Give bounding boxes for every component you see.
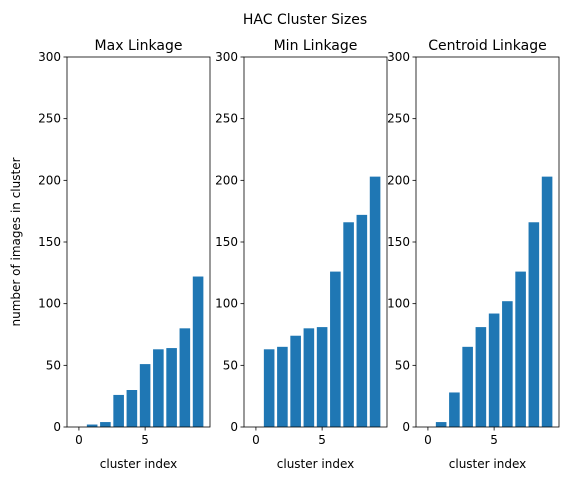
bar-2-1 bbox=[263, 349, 275, 427]
bar-2-3 bbox=[290, 335, 301, 427]
bar-3-1 bbox=[435, 422, 447, 427]
bar-1-9 bbox=[192, 276, 204, 427]
bar-2-8 bbox=[356, 214, 368, 427]
y-tick-label-3-0: 0 bbox=[402, 420, 410, 434]
y-tick-label-3-300: 300 bbox=[387, 50, 410, 64]
y-tick-label-3-200: 200 bbox=[387, 173, 410, 187]
y-tick-label-1-100: 100 bbox=[38, 297, 61, 311]
bar-1-2 bbox=[100, 422, 111, 427]
panel-3: 0 50 100 150 200 250 300 0 5 Centroid Linkage clus… bbox=[387, 38, 560, 471]
y-tick-label-3-50: 50 bbox=[395, 358, 410, 372]
y-axis-label-1: number of images in cluster bbox=[9, 157, 23, 326]
bar-1-7 bbox=[166, 348, 177, 427]
y-tick-label-1-50: 50 bbox=[46, 358, 61, 372]
figure-title: HAC Cluster Sizes bbox=[243, 12, 367, 28]
bar-1-5 bbox=[139, 364, 151, 427]
y-tick-label-1-300: 300 bbox=[38, 50, 61, 64]
y-tick-label-2-150: 150 bbox=[215, 235, 238, 249]
y-tick-label-2-0: 0 bbox=[230, 420, 238, 434]
x-tick-label-1-5: 5 bbox=[141, 433, 149, 447]
subplot-title-2: Min Linkage bbox=[274, 38, 358, 54]
bar-1-6 bbox=[153, 349, 164, 427]
bar-1-4 bbox=[126, 390, 138, 427]
bar-3-4 bbox=[475, 327, 487, 427]
y-tick-label-1-150: 150 bbox=[38, 235, 61, 249]
x-tick-label-2-5: 5 bbox=[318, 433, 326, 447]
y-tick-label-2-100: 100 bbox=[215, 297, 238, 311]
subplot-title-3: Centroid Linkage bbox=[428, 38, 547, 54]
bar-3-7 bbox=[515, 271, 526, 427]
bar-3-9 bbox=[541, 176, 553, 427]
x-axis-label-2: cluster index bbox=[277, 457, 354, 471]
bar-3-5 bbox=[488, 313, 500, 427]
panel-1: 0 50 100 150 200 250 300 0 5 Max Linkage cluster i… bbox=[9, 38, 211, 471]
bar-2-4 bbox=[303, 328, 315, 427]
y-tick-label-1-0: 0 bbox=[53, 420, 61, 434]
bar-2-2 bbox=[277, 346, 288, 427]
bar-3-8 bbox=[528, 222, 540, 427]
bar-3-2 bbox=[449, 392, 460, 427]
y-tick-label-1-250: 250 bbox=[38, 112, 61, 126]
x-tick-label-3-5: 5 bbox=[490, 433, 498, 447]
y-tick-label-2-200: 200 bbox=[215, 173, 238, 187]
panel-2: 0 50 100 150 200 250 300 0 5 Min Linkage cluster i… bbox=[215, 38, 388, 471]
y-tick-label-2-250: 250 bbox=[215, 112, 238, 126]
x-axis-label-3: cluster index bbox=[449, 457, 526, 471]
bar-2-6 bbox=[330, 271, 341, 427]
bar-2-9 bbox=[369, 176, 381, 427]
x-tick-label-3-0: 0 bbox=[424, 433, 432, 447]
y-tick-label-3-150: 150 bbox=[387, 235, 410, 249]
y-tick-label-2-50: 50 bbox=[223, 358, 238, 372]
x-tick-label-1-0: 0 bbox=[75, 433, 83, 447]
x-tick-label-2-0: 0 bbox=[252, 433, 260, 447]
bar-3-3 bbox=[462, 346, 473, 427]
bar-3-6 bbox=[502, 301, 513, 427]
bar-2-7 bbox=[343, 222, 354, 427]
subplot-title-1: Max Linkage bbox=[95, 38, 183, 54]
bar-1-1 bbox=[86, 424, 98, 427]
y-tick-label-2-300: 300 bbox=[215, 50, 238, 64]
y-tick-label-3-100: 100 bbox=[387, 297, 410, 311]
x-axis-label-1: cluster index bbox=[100, 457, 177, 471]
bar-2-5 bbox=[316, 327, 328, 427]
y-tick-label-1-200: 200 bbox=[38, 173, 61, 187]
bar-1-8 bbox=[179, 328, 191, 427]
y-tick-label-3-250: 250 bbox=[387, 112, 410, 126]
bar-1-3 bbox=[113, 394, 124, 427]
